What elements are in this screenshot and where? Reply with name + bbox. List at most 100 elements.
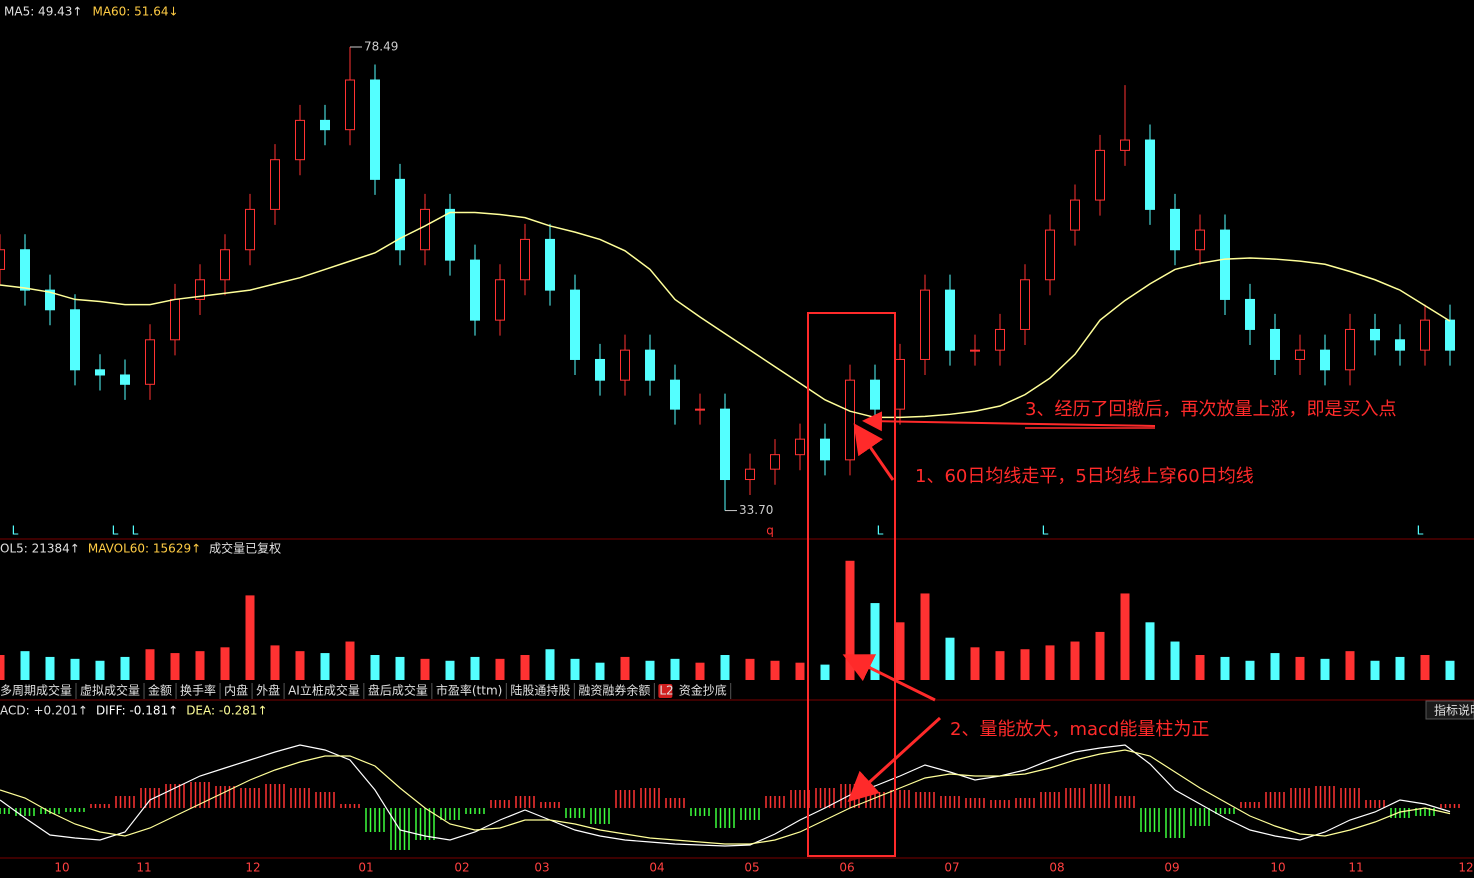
x-tick-label: 11 [136,861,151,875]
signal-label: L [877,524,884,538]
candle-body [1345,328,1355,371]
volume-bar [395,656,405,680]
candle-body [1245,298,1255,330]
tab[interactable]: 内盘 [224,683,248,698]
candle-body [70,309,80,371]
x-tick-label: 09 [1164,861,1179,875]
signal-label: L [132,524,139,538]
candle-body [395,178,405,251]
annotation: 3、经历了回撤后，再次放量上涨，即是买入点 [1025,399,1396,420]
volume-bar [995,651,1005,680]
button-bg [1425,700,1474,720]
candle-body [270,159,280,210]
candle-body [545,238,555,291]
volume-bar [570,658,580,680]
volume-bar [320,653,330,680]
candle-body [45,289,55,311]
tab[interactable]: 融资融券余额 [578,683,650,698]
tab-badge[interactable]: L2 [659,684,673,698]
candle-body [570,289,580,360]
tab[interactable]: 陆股通持股 [510,683,570,698]
candle-body [845,379,855,461]
volume-bar [520,655,530,680]
volume-bar [1420,655,1430,680]
volume-bar [195,651,205,680]
tab[interactable]: AI立桩成交量 [288,683,360,698]
legend-entry: MA60: 51.64↓ [92,5,178,19]
volume-bar [420,658,430,680]
volume-header: OL5: 21384↑ [0,542,80,556]
volume-bar [445,660,455,680]
signal-label: L [12,524,19,538]
tab[interactable]: 虚拟成交量 [80,683,140,698]
tab[interactable]: 资金抄底 [679,683,727,698]
volume-bar [495,658,505,680]
candle-body [595,358,605,381]
candle-body [220,249,230,281]
indicator-button[interactable]: 指标说明 [1434,703,1474,718]
volume-header: MAVOL60: 15629↑ [88,542,201,556]
candle-body [720,408,730,481]
tab[interactable]: 金额 [148,683,172,698]
x-tick-label: 12 [1458,861,1473,875]
volume-bar [920,593,930,680]
volume-bar [1145,622,1155,680]
tab[interactable]: 市盈率(ttm) [436,683,502,698]
volume-bar [545,649,555,680]
candle-body [0,249,5,270]
arrow [853,423,895,481]
volume-bar [370,655,380,680]
candle-body [1045,229,1055,281]
macd-header: ACD: +0.201↑ [0,704,88,718]
x-tick-label: 11 [1348,861,1363,875]
volume-bar [795,662,805,680]
candle-body [95,369,105,376]
volume-bar [745,658,755,680]
volume-bar [870,603,880,680]
candle-body [920,289,930,360]
candle-body [1270,328,1280,360]
macd-header: DEA: -0.281↑ [186,704,267,718]
volume-bar [1120,593,1130,680]
tab[interactable]: 盘后成交量 [368,683,428,698]
candle-body [970,349,980,352]
volume-bar [1070,641,1080,680]
volume-bar [970,647,980,680]
highlight-box [807,312,896,857]
volume-bar [345,641,355,680]
macd-header: DIFF: -0.181↑ [96,704,178,718]
candle-body [1295,349,1305,360]
candle-body [945,289,955,351]
signal-label: L [112,524,119,538]
volume-bar [720,655,730,680]
tab[interactable]: 多周期成交量 [0,683,72,698]
signal-label: q [766,524,774,538]
volume-bar [620,656,630,680]
candle-body [1370,328,1380,341]
candle-body [1020,279,1030,330]
volume-bar [470,656,480,680]
candle-body [1120,139,1130,151]
candle-body [620,349,630,381]
candle-body [345,79,355,131]
signal-label: L [1042,524,1049,538]
volume-bar [895,622,905,680]
tab[interactable]: 换手率 [180,683,216,698]
annotation: 1、60日均线走平，5日均线上穿60日均线 [915,466,1254,487]
candle-body [1145,139,1155,210]
ma60-line [0,211,1451,419]
volume-bar [845,560,855,680]
arrow [862,411,1156,432]
candle-body [1320,349,1330,371]
volume-bar [145,649,155,680]
candle-body [445,208,455,261]
badge [658,684,673,698]
tab[interactable]: 外盘 [256,683,280,698]
x-tick-label: 04 [649,861,664,875]
annotations: 3、经历了回撤后，再次放量上涨，即是买入点 1、60日均线走平，5日均线上穿60… [807,312,1396,857]
volume-bar [1095,631,1105,680]
volume-bar [770,660,780,680]
